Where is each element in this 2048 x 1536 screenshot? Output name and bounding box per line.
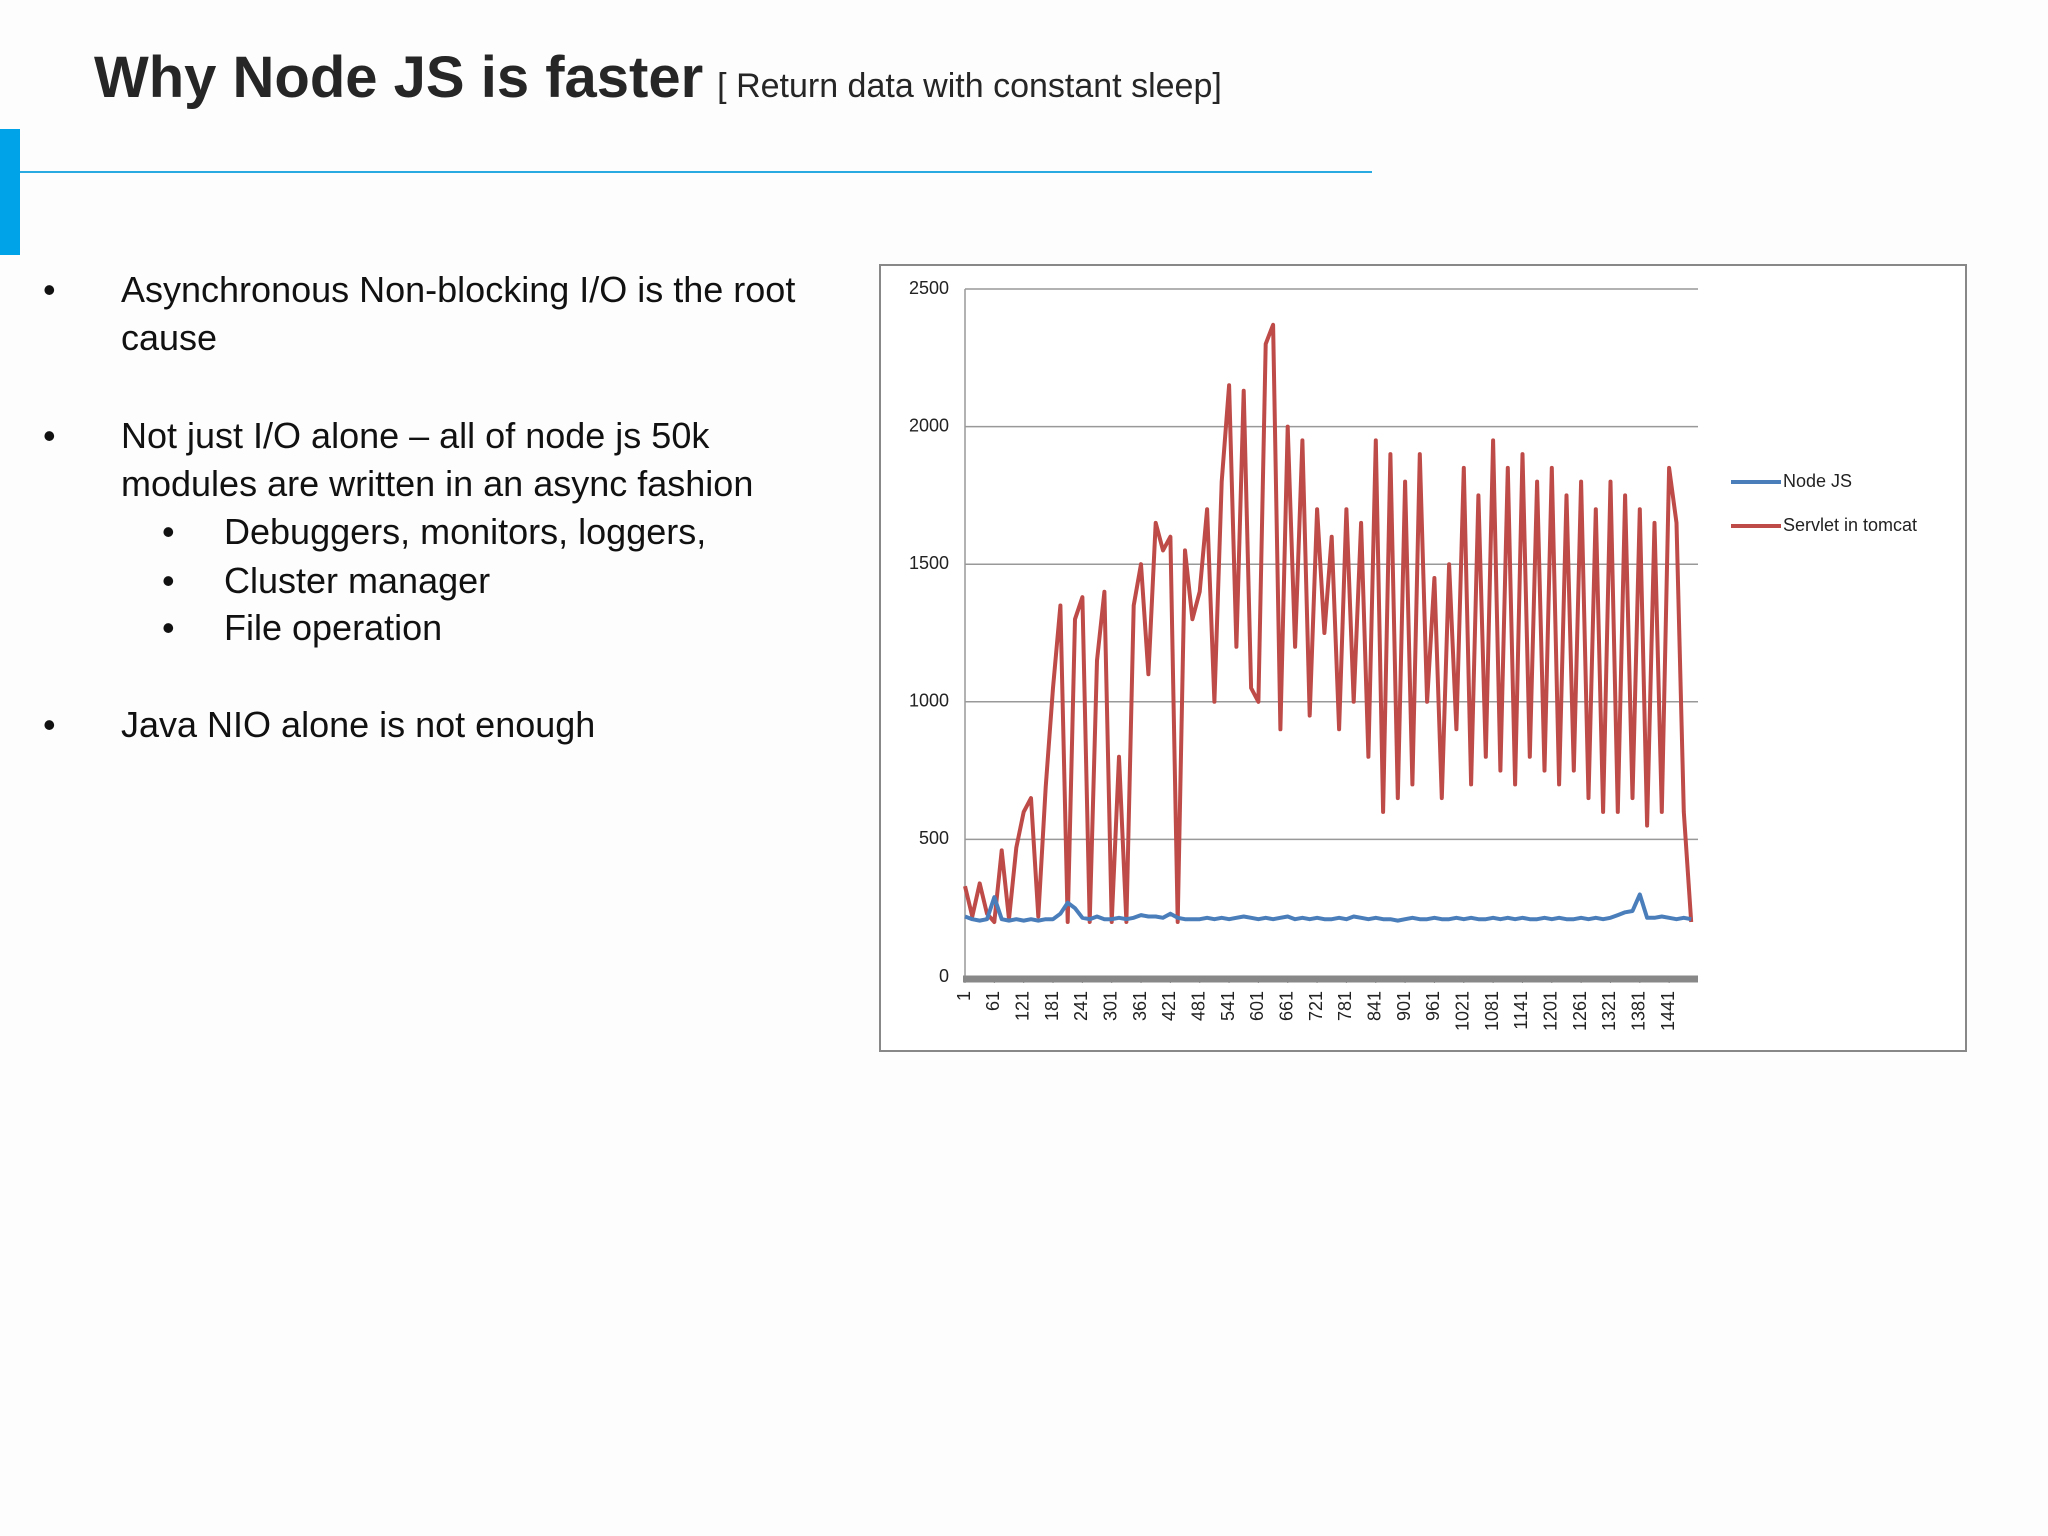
title: Why Node JS is faster [ Return data with … <box>94 44 1222 111</box>
x-tick-label: 241 <box>1071 991 1091 1021</box>
x-tick-label: 961 <box>1423 991 1443 1021</box>
x-tick-label: 481 <box>1188 991 1208 1021</box>
x-tick-label: 1081 <box>1482 991 1502 1031</box>
sub-bullet: • Debuggers, monitors, loggers, <box>162 511 707 552</box>
x-tick-label: 301 <box>1100 991 1120 1021</box>
subtitle: [ Return data with constant sleep] <box>717 67 1222 105</box>
bullet-text: Debuggers, monitors, loggers, <box>224 511 707 552</box>
accent-bar <box>0 129 20 255</box>
bullet-text: Not just I/O alone – all of node js 50k … <box>121 415 754 504</box>
x-tick-label: 1201 <box>1541 991 1561 1031</box>
series-line <box>964 892 1692 923</box>
y-tick-label: 0 <box>939 966 949 986</box>
x-tick-label: 1021 <box>1453 991 1473 1031</box>
sub-bullet: • Cluster manager <box>162 560 491 601</box>
sub-bullet: • File operation <box>162 607 443 648</box>
x-tick-label: 181 <box>1042 991 1062 1021</box>
x-tick-label: 61 <box>983 991 1003 1011</box>
x-tick-label: 781 <box>1335 991 1355 1021</box>
x-tick-label: 541 <box>1218 991 1238 1021</box>
bullet-text: Java NIO alone is not enough <box>121 704 596 745</box>
bullet-text: File operation <box>224 607 443 648</box>
x-tick-label: 901 <box>1394 991 1414 1021</box>
x-tick-label: 361 <box>1130 991 1150 1021</box>
bullet-text: Cluster manager <box>224 560 491 601</box>
x-tick-label: 841 <box>1365 991 1385 1021</box>
legend-label: Servlet in tomcat <box>1783 515 1917 535</box>
bullet: • Java NIO alone is not enough <box>43 704 596 745</box>
x-tick-label: 1 <box>954 991 974 1001</box>
x-tick-label: 121 <box>1012 991 1032 1021</box>
legend-label: Node JS <box>1783 471 1852 491</box>
title-rule <box>20 171 1372 173</box>
bullet-text: Asynchronous Non-blocking I/O is the roo… <box>121 269 796 358</box>
bullet: • Not just I/O alone – all of node js 50k… <box>43 415 754 504</box>
bullet: • Asynchronous Non-blocking I/O is the ro… <box>43 269 796 358</box>
x-tick-label: 1141 <box>1511 991 1531 1030</box>
x-tick-label: 721 <box>1306 991 1326 1021</box>
x-tick-label: 661 <box>1276 991 1296 1021</box>
y-tick-label: 1500 <box>909 553 949 573</box>
x-tick-label: 1441 <box>1658 991 1678 1031</box>
chart: 0 500 1000 1500 2000 2500 1 61 121 181 241 301 361 42… <box>879 264 1967 1052</box>
series-line <box>963 322 1694 924</box>
x-tick-label: 601 <box>1247 991 1267 1021</box>
y-tick-label: 1000 <box>909 691 949 711</box>
y-tick-label: 500 <box>919 828 949 848</box>
y-tick-label: 2500 <box>909 278 949 298</box>
chart-frame <box>879 264 1967 1052</box>
title-text: Why Node JS is faster <box>94 45 704 110</box>
x-tick-label: 421 <box>1159 991 1179 1021</box>
x-tick-label: 1321 <box>1599 991 1619 1031</box>
x-tick-label: 1261 <box>1570 991 1590 1031</box>
y-tick-label: 2000 <box>909 415 949 435</box>
x-tick-label: 1381 <box>1629 991 1649 1031</box>
